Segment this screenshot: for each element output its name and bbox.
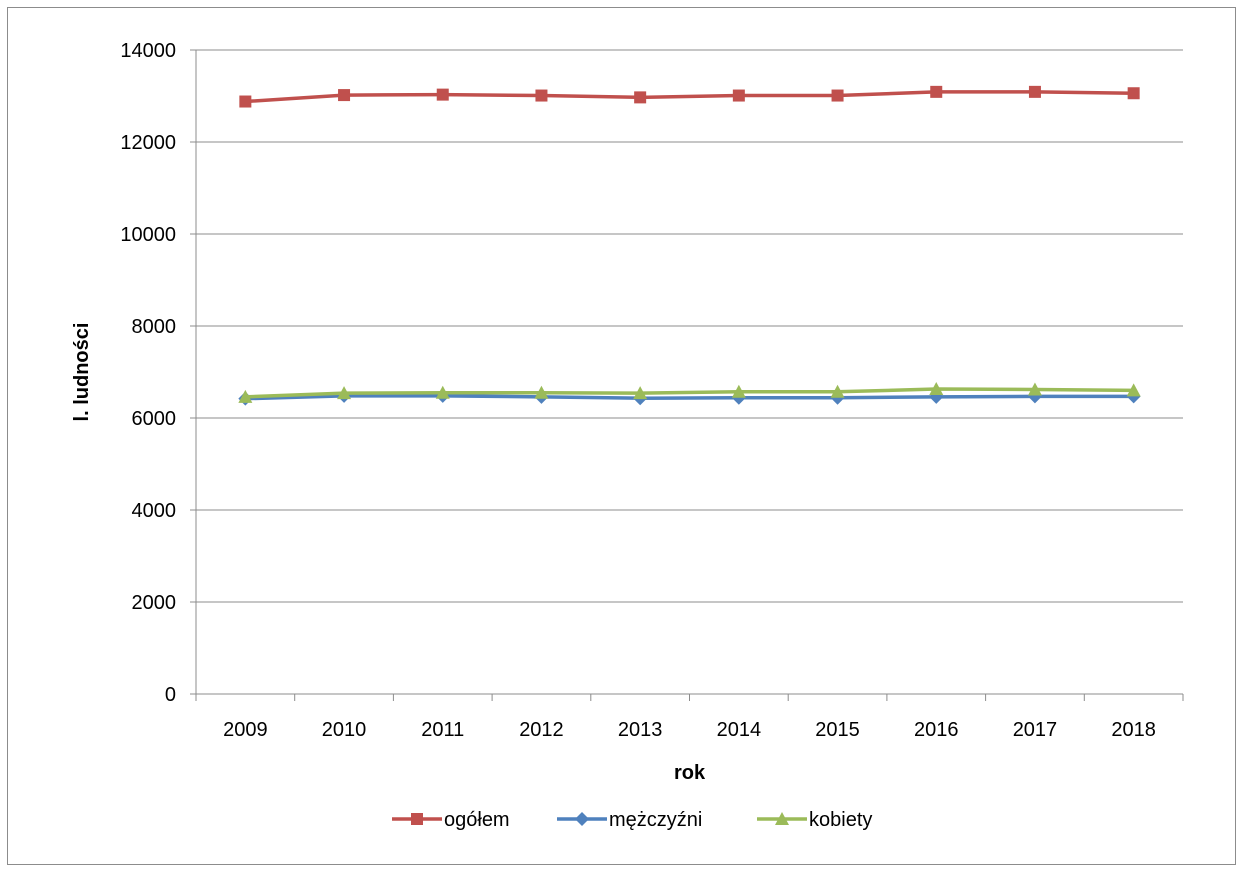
x-tick-label: 2013 (618, 719, 663, 741)
legend-marker (775, 812, 789, 825)
y-axis-title: l. ludności (71, 323, 93, 422)
x-tick-label: 2010 (322, 719, 367, 741)
data-point (1126, 383, 1141, 397)
data-point (732, 89, 745, 102)
data-point (929, 382, 944, 396)
data-point (1028, 85, 1041, 98)
y-tick-label: 6000 (132, 408, 177, 430)
y-tick-label: 14000 (120, 40, 176, 62)
series-line (245, 394, 1134, 401)
y-tick-label: 10000 (120, 224, 176, 246)
legend-marker (411, 813, 423, 825)
series-2 (238, 382, 1141, 403)
data-point (831, 89, 844, 102)
legend-label: kobiety (809, 809, 872, 831)
y-tick-label: 2000 (132, 592, 177, 614)
legend-marker (575, 812, 589, 826)
data-point (534, 385, 549, 399)
x-tick-label: 2014 (717, 719, 762, 741)
x-tick-label: 2016 (914, 719, 959, 741)
legend-item: ogółem (392, 809, 510, 831)
data-point (337, 386, 352, 400)
data-point (535, 89, 548, 102)
gridlines (196, 49, 1183, 603)
data-point (731, 384, 746, 398)
y-tick-label: 12000 (120, 132, 176, 154)
data-point (435, 385, 450, 399)
y-tick-labels: 0 2000 4000 6000 8000 10000 12000 14000 (120, 40, 176, 706)
data-point (1027, 382, 1042, 396)
legend-item: kobiety (757, 809, 872, 831)
x-tick-label: 2012 (519, 719, 564, 741)
line-chart: 0 2000 4000 6000 8000 10000 12000 14000 2009 201… (71, 40, 1184, 831)
x-tick-labels: 2009 2010 2011 2012 2013 2014 2015 2016 2017 2018 (223, 719, 1156, 741)
legend: ogółem mężczyźni kobiety (392, 809, 872, 831)
y-tick-label: 0 (165, 684, 176, 706)
x-tick-label: 2018 (1111, 719, 1156, 741)
data-point (238, 389, 253, 403)
x-tick-label: 2009 (223, 719, 268, 741)
data-point (930, 85, 943, 98)
axes (190, 49, 1184, 701)
y-tick-label: 4000 (132, 500, 177, 522)
y-tick-label: 8000 (132, 316, 177, 338)
legend-item: mężczyźni (557, 809, 702, 831)
chart-frame: 0 2000 4000 6000 8000 10000 12000 14000 2009 201… (7, 7, 1236, 865)
series-line (245, 90, 1134, 104)
data-point (633, 386, 648, 400)
series-0 (239, 85, 1140, 108)
legend-label: mężczyźni (609, 809, 702, 831)
x-axis-title: rok (674, 762, 706, 784)
data-point (1127, 87, 1140, 100)
data-point (830, 384, 845, 398)
data-point (338, 89, 351, 102)
data-point (436, 88, 449, 101)
x-tick-label: 2011 (421, 719, 464, 741)
x-tick-label: 2017 (1013, 719, 1058, 741)
data-point (239, 95, 252, 108)
data-point (634, 91, 647, 104)
series-lines (238, 85, 1141, 406)
x-tick-label: 2015 (815, 719, 860, 741)
series-line (245, 387, 1134, 399)
legend-label: ogółem (444, 809, 510, 831)
